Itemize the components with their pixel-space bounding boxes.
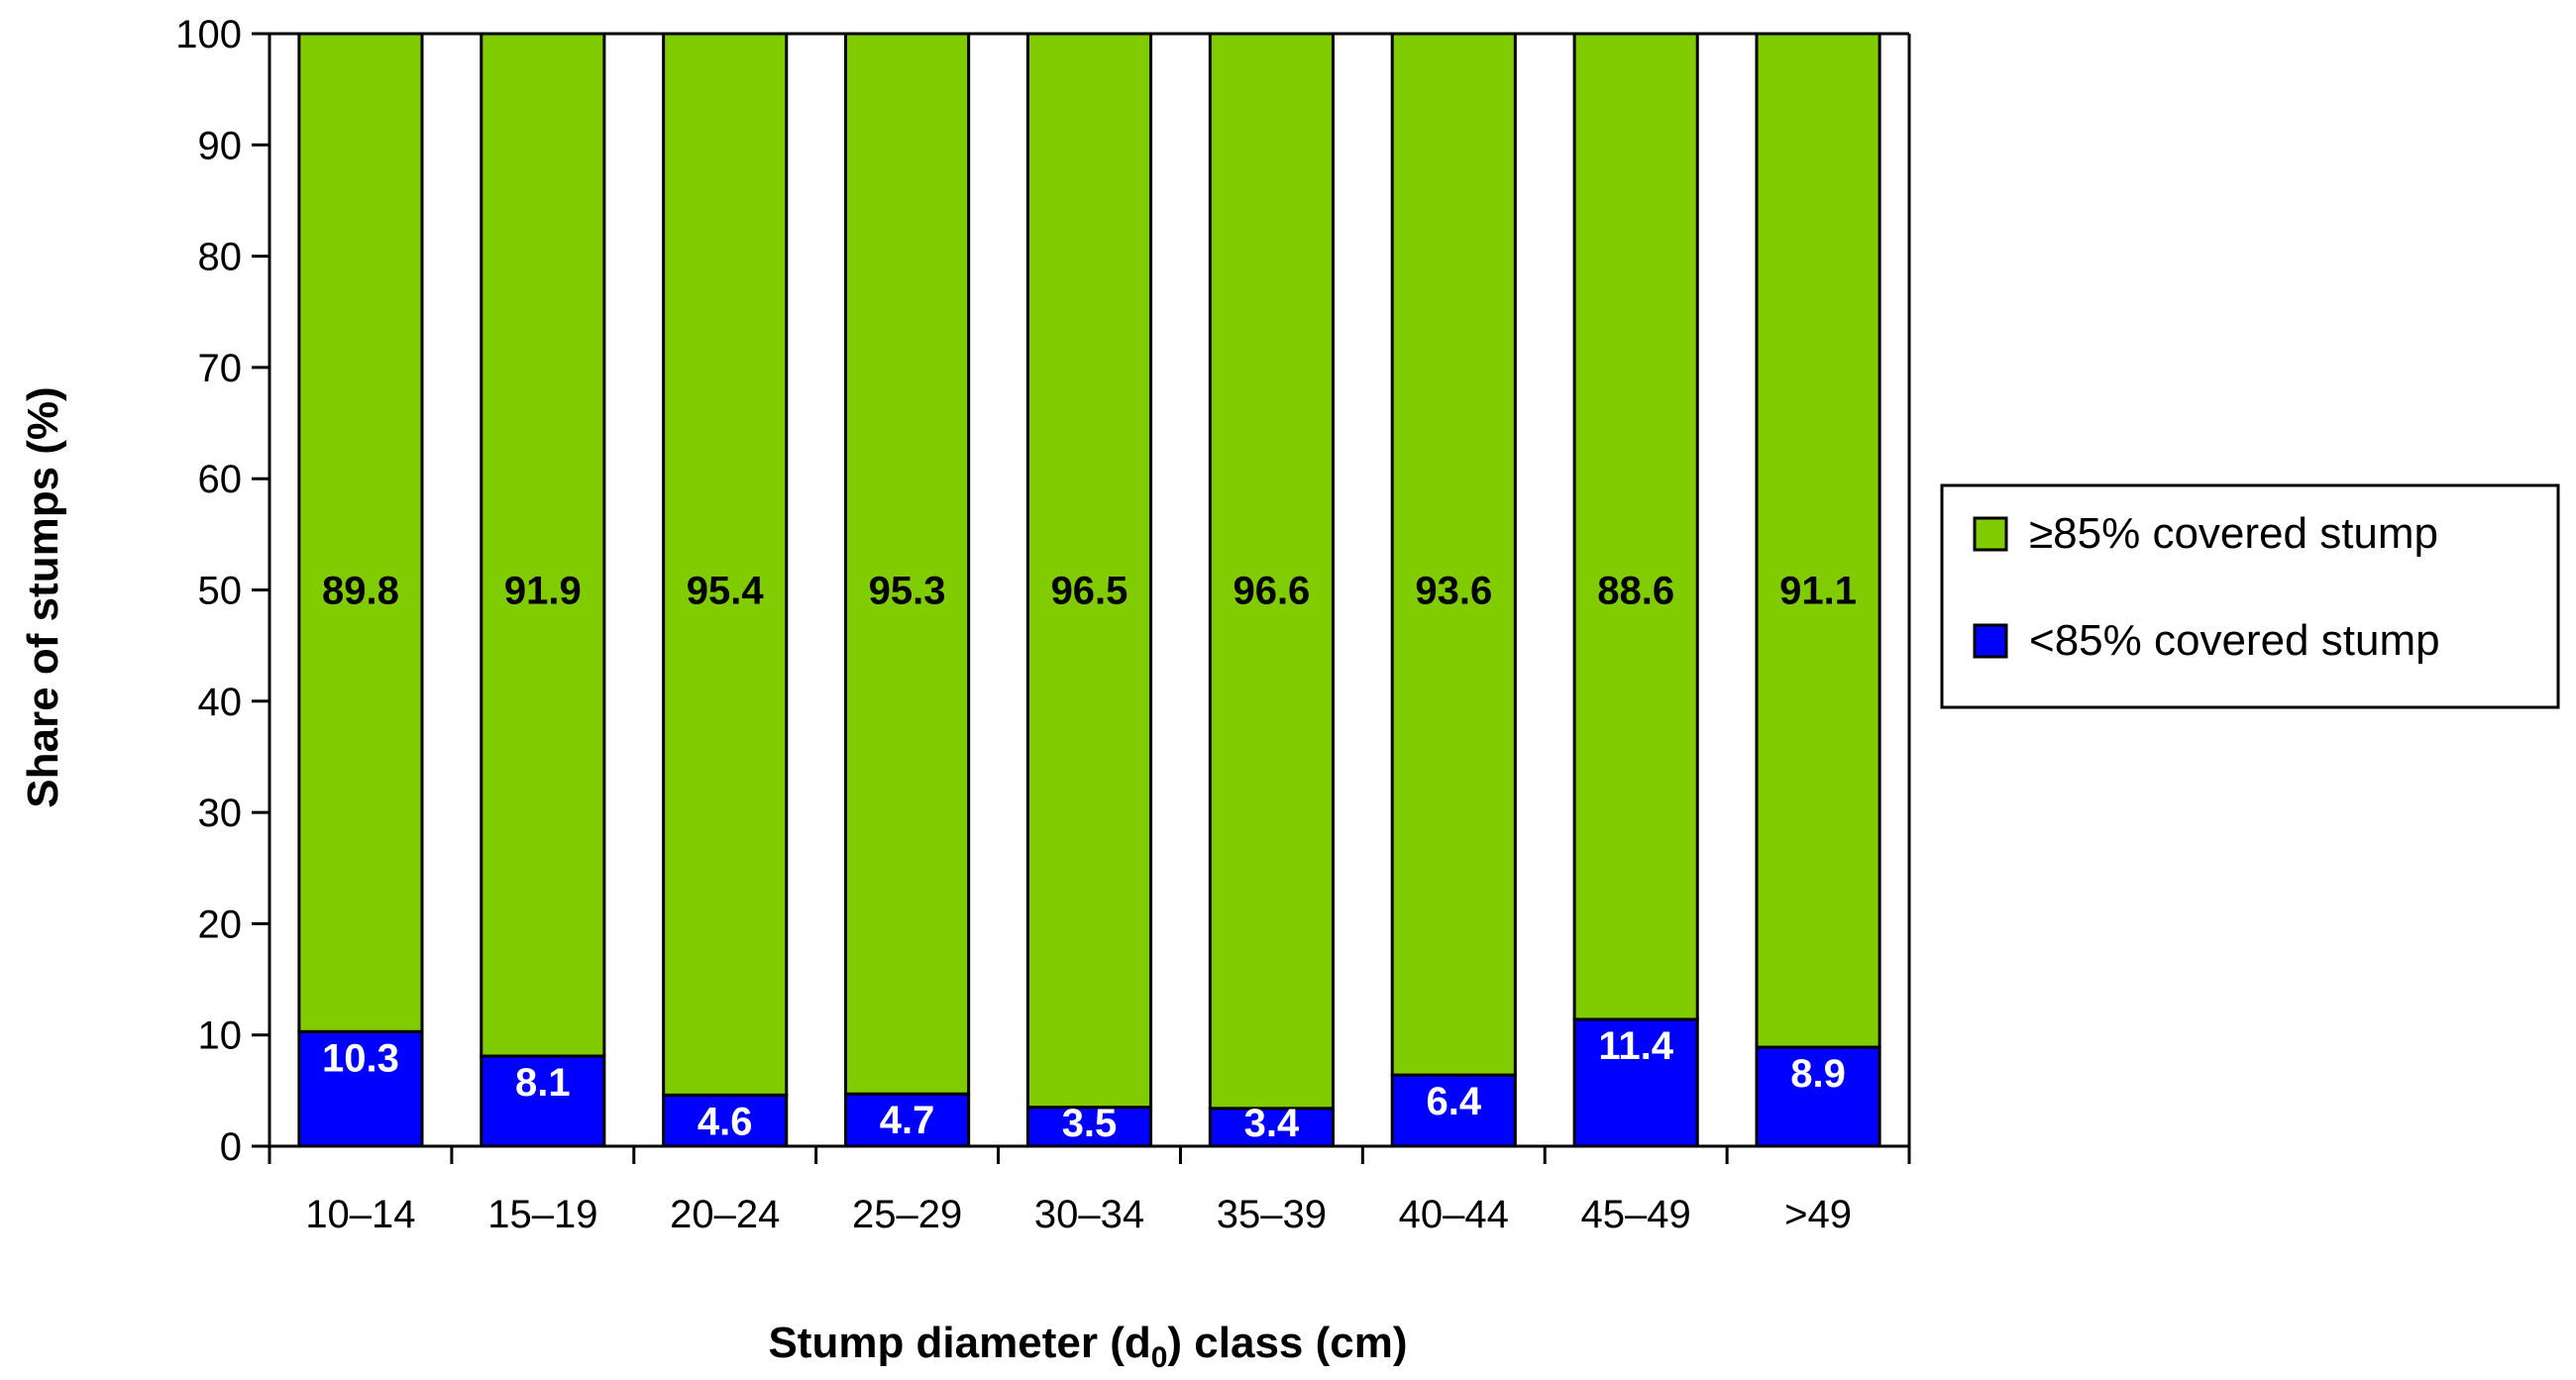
y-tick-label: 80 <box>198 236 243 279</box>
bar-above85-9 <box>1755 32 1881 1049</box>
y-tick-label: 60 <box>198 458 243 501</box>
legend: ≥85% covered stump <85% covered stump <box>1940 483 2560 709</box>
data-label-above85-8: 88.6 <box>1597 570 1674 613</box>
bar-above85-1 <box>297 32 424 1033</box>
data-label-below85-2: 8.1 <box>515 1061 571 1105</box>
x-axis-title: Stump diameter (d0) class (cm) <box>768 1319 1407 1374</box>
y-tick-label: 40 <box>198 681 243 724</box>
data-label-above85-3: 95.4 <box>687 570 765 613</box>
legend-label: <85% covered stump <box>2029 616 2440 665</box>
bar-above85-3 <box>662 32 789 1097</box>
y-tick-label: 10 <box>198 1014 243 1058</box>
x-tick-label: 45–49 <box>1581 1193 1691 1236</box>
bar-above85-6 <box>1208 32 1335 1111</box>
x-tick-label: 25–29 <box>852 1193 962 1236</box>
data-label-above85-4: 95.3 <box>869 570 946 613</box>
bar-above85-8 <box>1572 32 1699 1021</box>
bar-below85-9 <box>1755 1045 1881 1148</box>
y-tick-label: 50 <box>198 570 243 613</box>
bar-above85-7 <box>1390 32 1517 1077</box>
data-label-above85-1: 89.8 <box>322 570 399 613</box>
legend-swatch <box>1973 516 2008 552</box>
data-labels-layer: 10.3 89.8 8.1 91.9 4.6 95.4 4.7 95.3 3.5 96.5 3.4 9… <box>322 570 1857 1146</box>
legend-swatch <box>1973 623 2008 659</box>
y-tick-label: 90 <box>198 124 243 167</box>
axes-layer: 0 10 20 30 40 50 60 70 80 90 100 10–14 15–19 20–24 25–… <box>175 13 1911 1236</box>
x-tick-label: 15–19 <box>487 1193 597 1236</box>
x-tick-label: 30–34 <box>1034 1193 1144 1236</box>
data-label-above85-2: 91.9 <box>504 570 582 613</box>
bar-above85-5 <box>1025 32 1153 1110</box>
data-label-below85-8: 11.4 <box>1598 1024 1673 1068</box>
data-label-above85-7: 93.6 <box>1415 570 1492 613</box>
x-tick-label: >49 <box>1784 1193 1852 1236</box>
data-label-below85-3: 4.6 <box>698 1100 753 1143</box>
bar-below85-1 <box>297 1029 424 1148</box>
data-label-below85-5: 3.5 <box>1062 1102 1118 1145</box>
data-label-below85-7: 6.4 <box>1426 1080 1481 1123</box>
data-label-below85-9: 8.9 <box>1790 1052 1846 1096</box>
data-label-above85-9: 91.1 <box>1779 570 1857 613</box>
y-tick-label: 100 <box>175 13 242 56</box>
y-tick-label: 70 <box>198 347 243 390</box>
x-tick-label: 40–44 <box>1399 1193 1509 1236</box>
data-label-below85-1: 10.3 <box>322 1036 399 1080</box>
data-label-below85-4: 4.7 <box>880 1099 935 1142</box>
x-tick-label: 20–24 <box>670 1193 780 1236</box>
data-label-above85-5: 96.5 <box>1051 570 1128 613</box>
legend-box <box>1940 483 2560 709</box>
bar-above85-4 <box>844 32 971 1096</box>
y-tick-label: 30 <box>198 792 243 835</box>
data-label-above85-6: 96.6 <box>1233 570 1310 613</box>
legend-label: ≥85% covered stump <box>2029 509 2438 558</box>
y-axis-title: Share of stumps (%) <box>19 386 67 807</box>
x-tick-label: 35–39 <box>1217 1193 1327 1236</box>
bars-layer <box>297 32 1881 1148</box>
data-label-below85-6: 3.4 <box>1244 1102 1300 1145</box>
x-tick-label: 10–14 <box>305 1193 415 1236</box>
y-tick-label: 20 <box>198 902 243 946</box>
y-tick-label: 0 <box>220 1125 242 1169</box>
bar-above85-2 <box>480 32 606 1058</box>
